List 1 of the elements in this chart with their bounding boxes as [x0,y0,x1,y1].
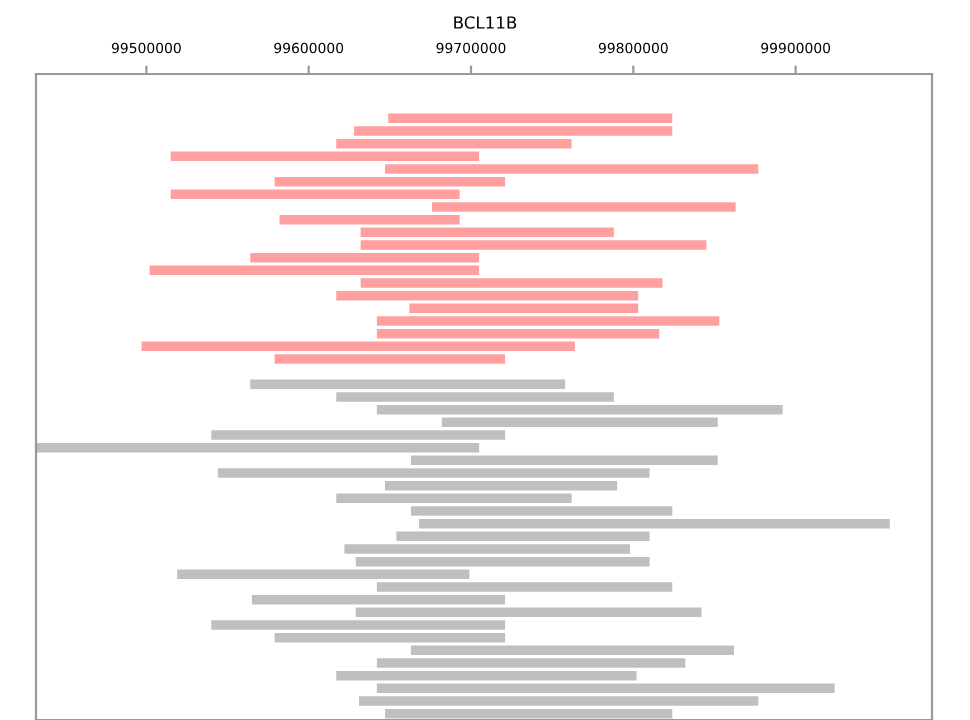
chart-title: BCL11B [454,16,517,29]
